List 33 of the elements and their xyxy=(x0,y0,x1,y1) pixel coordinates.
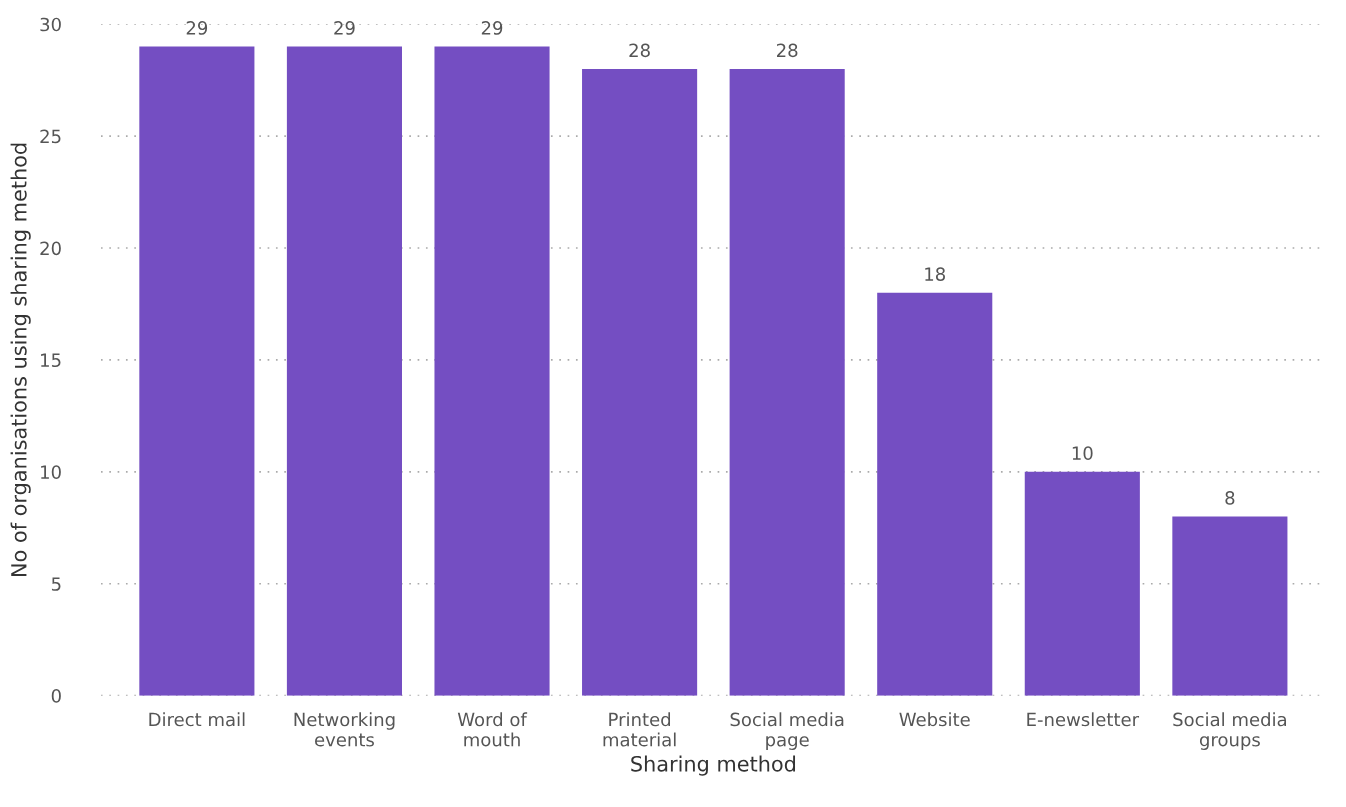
y-tick-label: 0 xyxy=(51,689,61,703)
data-label: 28 xyxy=(777,43,798,58)
data-label: 10 xyxy=(1072,446,1093,460)
y-tick-label: 10 xyxy=(41,465,61,479)
bar xyxy=(139,46,255,696)
bar xyxy=(877,292,993,696)
bar xyxy=(1024,471,1140,696)
data-label: 8 xyxy=(1225,491,1235,505)
data-label: 29 xyxy=(481,21,503,35)
y-tick-label: 25 xyxy=(40,129,61,144)
x-tick-label: Direct mail xyxy=(149,712,245,727)
x-tick-label: Website xyxy=(899,712,970,727)
x-tick-label: E-newsletter xyxy=(1027,712,1140,727)
x-tick-label: Word of mouth xyxy=(457,712,528,747)
bar xyxy=(582,68,698,696)
data-label: 28 xyxy=(629,43,650,58)
data-label: 29 xyxy=(186,21,208,35)
bar xyxy=(1172,516,1288,696)
y-tick-label: 20 xyxy=(40,241,61,256)
bar xyxy=(286,46,402,696)
bar xyxy=(434,46,550,696)
bar xyxy=(729,68,845,696)
x-axis-title: Sharing method xyxy=(631,755,796,776)
data-label: 18 xyxy=(925,267,945,281)
y-tick-label: 15 xyxy=(41,353,61,368)
y-tick-label: 30 xyxy=(40,17,61,32)
data-label: 29 xyxy=(334,21,355,35)
x-tick-label: Social media groups xyxy=(1173,712,1286,750)
x-tick-label: Social media page xyxy=(730,712,844,750)
x-tick-label: Networking events xyxy=(294,712,395,747)
y-axis-title: No of organisations using sharing method xyxy=(10,143,31,576)
x-tick-label: Printed material xyxy=(603,712,676,747)
y-tick-label: 5 xyxy=(51,577,61,591)
